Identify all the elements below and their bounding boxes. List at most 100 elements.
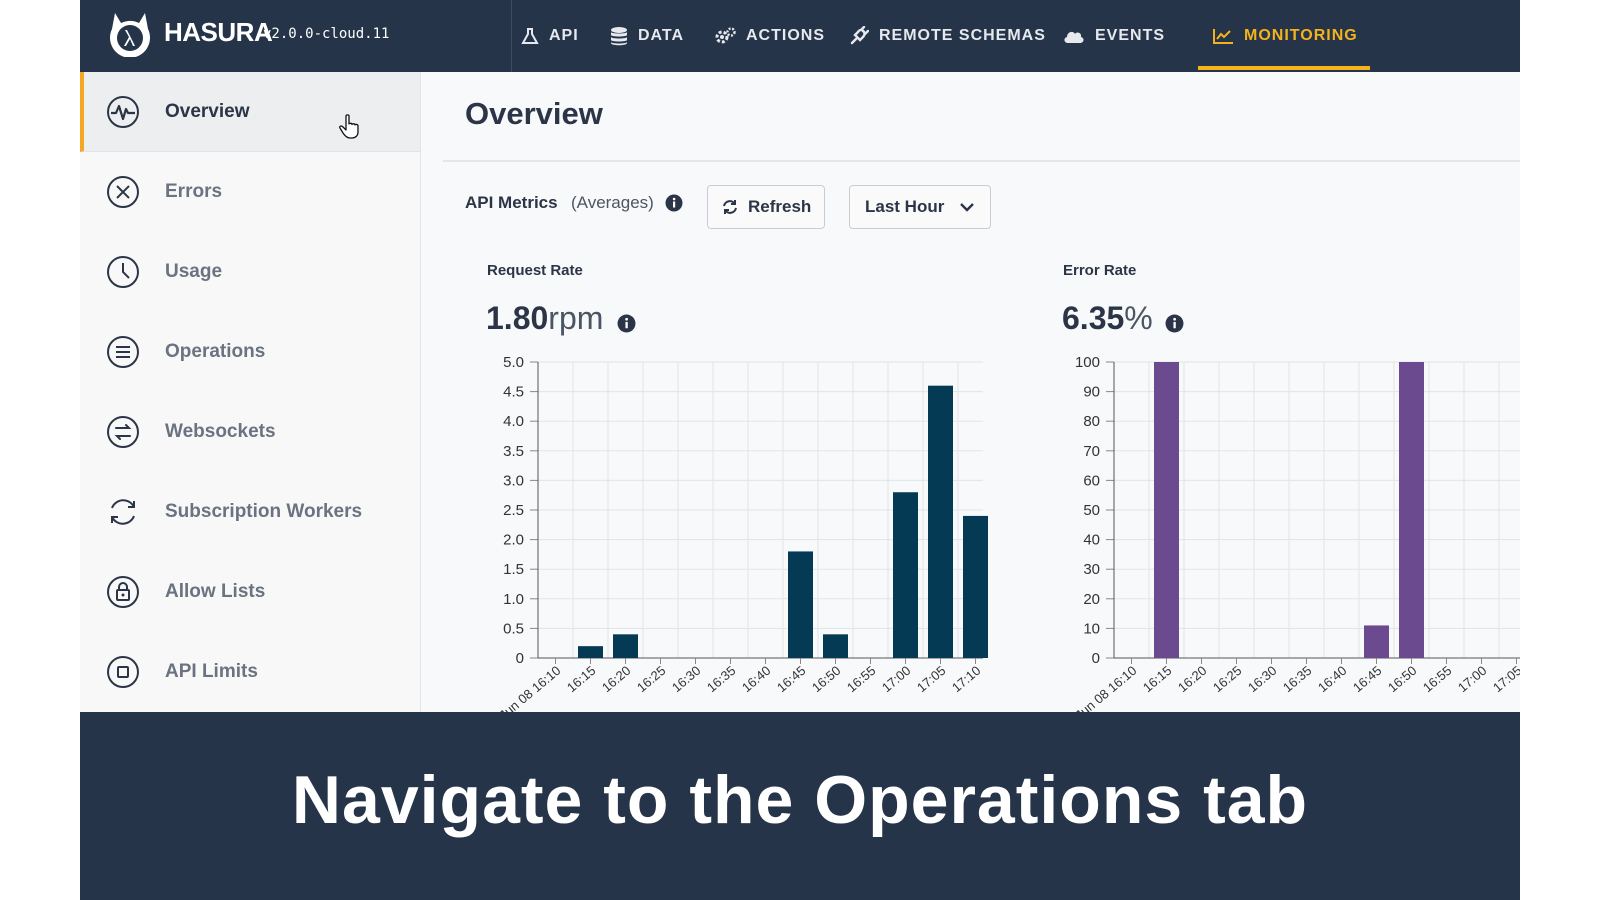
api-metrics-label: API Metrics <box>465 193 558 212</box>
tab-data-label: DATA <box>638 27 685 44</box>
tab-data[interactable]: DATA <box>610 0 684 72</box>
request-rate-y-tick-label: 1.0 <box>503 591 524 608</box>
error-rate-y-tick-label: 10 <box>1083 620 1100 637</box>
error-rate-bar <box>1154 362 1179 658</box>
error-rate-unit: % <box>1124 300 1153 336</box>
request-rate-x-tick-label: 16:30 <box>669 663 704 695</box>
page-title: Overview <box>465 96 603 131</box>
tab-events[interactable]: EVENTS <box>1063 0 1165 72</box>
sidebar-label-usage: Usage <box>165 261 223 282</box>
plug-icon <box>850 26 869 45</box>
tab-api-label: API <box>549 27 579 44</box>
error-rate-bar <box>1364 625 1389 658</box>
cloud-icon <box>1064 31 1084 43</box>
tab-actions[interactable]: ACTIONS <box>714 0 825 72</box>
request-rate-y-tick-label: 1.5 <box>503 561 524 578</box>
info-icon[interactable] <box>617 314 636 333</box>
caption-text: Navigate to the Operations tab <box>291 762 1309 838</box>
info-icon[interactable] <box>665 194 683 212</box>
request-rate-x-tick-label: 16:35 <box>704 663 739 695</box>
error-rate-x-tick-label: 17:05 <box>1490 663 1520 695</box>
sidebar-label-websockets: Websockets <box>165 421 276 442</box>
error-rate-y-tick-label: 60 <box>1083 472 1100 489</box>
request-rate-x-tick-label: 16:45 <box>774 663 809 695</box>
sidebar-item-allow-lists[interactable]: Allow Lists <box>80 552 420 633</box>
request-rate-y-tick-label: 4.5 <box>503 384 524 401</box>
gears-icon <box>715 27 736 44</box>
top-nav: HASURA v2.0.0-cloud.11 API DATA ACTIONS … <box>80 0 1520 72</box>
sidebar-item-overview[interactable]: Overview <box>80 72 420 152</box>
refresh-button[interactable]: Refresh <box>707 185 825 229</box>
tab-api[interactable]: API <box>521 0 579 72</box>
sidebar-item-usage[interactable]: Usage <box>80 232 420 313</box>
list-circle-icon <box>107 336 139 368</box>
error-rate-x-tick-label: 16:35 <box>1280 663 1315 695</box>
tab-remote-schemas[interactable]: REMOTE SCHEMAS <box>849 0 1046 72</box>
error-rate-y-tick-label: 100 <box>1075 354 1100 371</box>
sidebar-item-errors[interactable]: Errors <box>80 152 420 233</box>
hasura-logo-icon <box>110 13 150 57</box>
request-rate-x-tick-label: 16:40 <box>739 663 774 695</box>
hand-cursor-icon <box>339 114 359 139</box>
sidebar-item-operations[interactable]: Operations <box>80 312 420 393</box>
app-frame: HASURA v2.0.0-cloud.11 API DATA ACTIONS … <box>80 0 1520 900</box>
request-rate-x-tick-label: 16:25 <box>634 663 669 695</box>
sidebar-item-subscription-workers[interactable]: Subscription Workers <box>80 472 420 553</box>
request-rate-x-tick-label: 16:15 <box>564 663 599 695</box>
error-rate-value: 6.35 <box>1062 300 1125 336</box>
sidebar-label-allow-lists: Allow Lists <box>165 581 266 602</box>
request-rate-bar <box>788 551 813 658</box>
error-rate-x-tick-label: 16:40 <box>1315 663 1350 695</box>
request-rate-value: 1.80 <box>486 300 549 336</box>
error-rate-x-tick-label: 16:50 <box>1385 663 1420 695</box>
x-circle-icon <box>107 176 139 208</box>
time-range-dropdown[interactable]: Last Hour <box>849 185 991 229</box>
refresh-circle-icon <box>111 499 135 525</box>
line-chart-icon <box>1213 29 1233 44</box>
request-rate-bar <box>928 385 953 658</box>
request-rate-x-tick-label: 16:20 <box>599 663 634 695</box>
flask-icon <box>521 28 539 44</box>
title-divider <box>443 160 1520 162</box>
sidebar-label-overview: Overview <box>165 100 250 122</box>
exchange-icon <box>107 416 139 448</box>
request-rate-bar <box>963 515 988 658</box>
request-rate-unit: rpm <box>548 300 604 336</box>
error-rate-x-tick-label: 16:55 <box>1420 663 1455 695</box>
error-rate-x-tick-label: 16:45 <box>1350 663 1385 695</box>
request-rate-bar <box>893 492 918 658</box>
stop-icon <box>107 656 139 688</box>
tab-remote-schemas-label: REMOTE SCHEMAS <box>879 27 1046 44</box>
sidebar-item-api-limits[interactable]: API Limits <box>80 632 420 713</box>
error-rate-x-tick-label: 17:00 <box>1455 663 1490 695</box>
error-rate-x-tick-label: 16:15 <box>1140 663 1175 695</box>
request-rate-x-tick-label: 16:55 <box>844 663 879 695</box>
time-range-value: Last Hour <box>865 197 945 216</box>
api-metrics-sublabel: (Averages) <box>571 193 654 212</box>
sidebar-label-operations: Operations <box>165 341 266 362</box>
sidebar-label-subscription-workers: Subscription Workers <box>165 501 363 522</box>
request-rate-title: Request Rate <box>487 262 583 279</box>
sidebar: Overview Errors Usage Operations Websock… <box>80 72 421 713</box>
tab-monitoring[interactable]: MONITORING <box>1212 0 1358 72</box>
chevron-down-icon <box>960 203 975 212</box>
info-icon[interactable] <box>1165 314 1184 333</box>
request-rate-y-tick-label: 3.5 <box>503 443 524 460</box>
request-rate-stat: 1.80rpm <box>486 300 603 337</box>
sidebar-item-websockets[interactable]: Websockets <box>80 392 420 473</box>
brand-name: HASURA <box>164 17 273 47</box>
error-rate-x-tick-label: 16:20 <box>1175 663 1210 695</box>
request-rate-x-tick-label: 16:50 <box>809 663 844 695</box>
request-rate-bar <box>823 634 848 658</box>
request-rate-y-tick-label: 0 <box>516 650 524 667</box>
request-rate-bar <box>613 634 638 658</box>
request-rate-x-tick-label: 17:00 <box>879 663 914 695</box>
brand[interactable]: HASURA v2.0.0-cloud.11 <box>80 0 512 72</box>
error-rate-stat: 6.35% <box>1062 300 1153 337</box>
error-rate-y-tick-label: 20 <box>1083 591 1100 608</box>
error-rate-x-tick-label: 16:30 <box>1245 663 1280 695</box>
request-rate-y-tick-label: 2.5 <box>503 502 524 519</box>
error-rate-y-tick-label: 40 <box>1083 532 1100 549</box>
clock-icon <box>107 256 139 288</box>
sidebar-label-errors: Errors <box>165 181 223 202</box>
